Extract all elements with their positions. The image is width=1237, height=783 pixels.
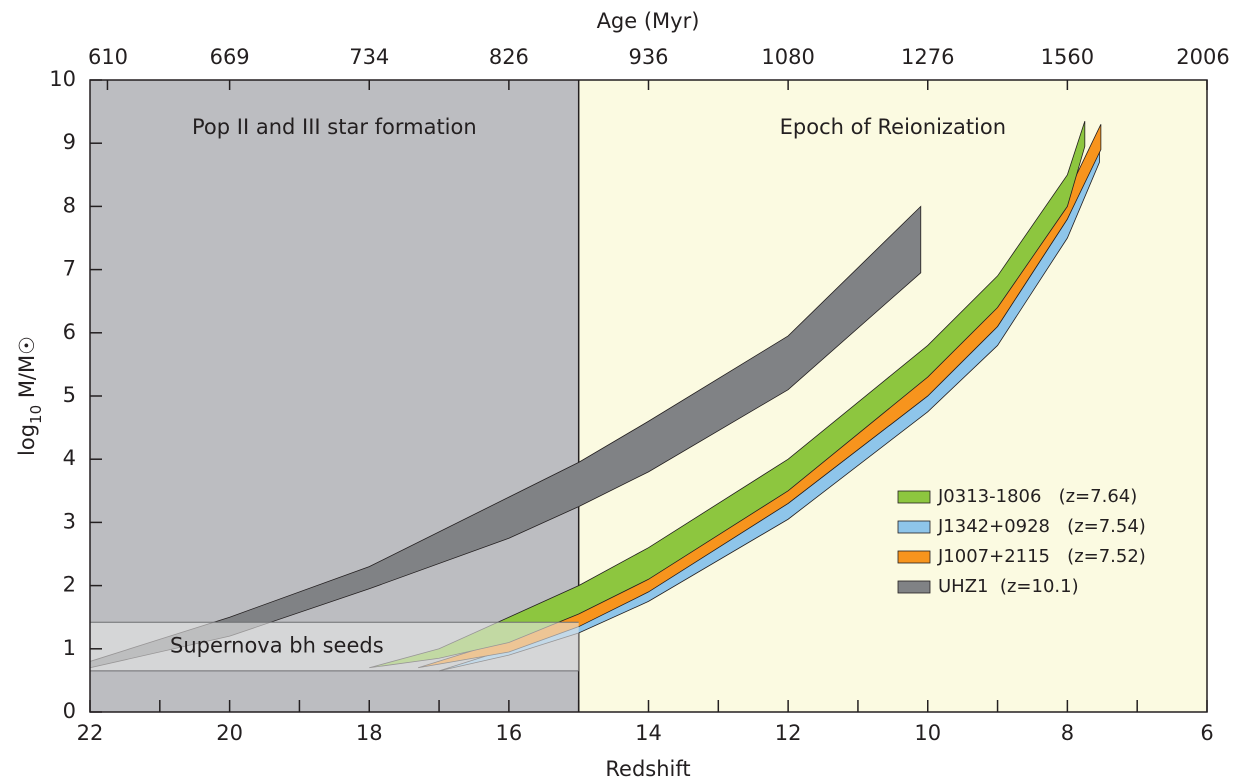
y-label-rest: M/M☉ [15, 336, 39, 405]
top-axis-title: Age (Myr) [597, 9, 700, 33]
x-tick-label: 14 [635, 721, 662, 745]
top-tick-label: 1080 [761, 45, 814, 69]
y-label-main: log [15, 424, 39, 456]
y-label-sub: 10 [27, 405, 45, 424]
top-tick-label: 2006 [1176, 45, 1229, 69]
x-tick-label: 16 [496, 721, 523, 745]
y-tick-label: 3 [63, 509, 76, 533]
top-tick-label: 610 [88, 45, 128, 69]
top-tick-label: 826 [489, 45, 529, 69]
x-tick-label: 12 [775, 721, 802, 745]
legend-swatch [897, 550, 931, 564]
legend-label: J1007+2115 (z=7.52) [937, 546, 1146, 567]
legend-swatch [897, 520, 931, 534]
x-tick-label: 10 [914, 721, 941, 745]
legend-swatch [897, 490, 931, 504]
x-tick-label: 6 [1200, 721, 1213, 745]
legend-label: J1342+0928 (z=7.54) [937, 516, 1146, 537]
y-tick-label: 1 [63, 636, 76, 660]
region-label: Epoch of Reionization [780, 115, 1006, 139]
y-tick-label: 6 [63, 320, 76, 344]
y-tick-label: 7 [63, 257, 76, 281]
y-tick-label: 8 [63, 193, 76, 217]
seed-band-label: Supernova bh seeds [170, 634, 384, 658]
y-tick-label: 5 [63, 383, 76, 407]
y-tick-label: 10 [49, 67, 76, 91]
x-tick-label: 18 [356, 721, 383, 745]
x-axis-title: Redshift [605, 757, 690, 781]
growth-band [89, 205, 922, 669]
seed-band [90, 622, 579, 671]
y-tick-label: 0 [63, 699, 76, 723]
y-tick-label: 9 [63, 130, 76, 154]
x-tick-label: 22 [77, 721, 104, 745]
legend-swatch [897, 580, 931, 594]
x-tick-label: 20 [216, 721, 243, 745]
region-label: Pop II and III star formation [192, 115, 477, 139]
y-axis-title: log10 M/M☉ [15, 336, 45, 456]
x-tick-label: 8 [1061, 721, 1074, 745]
y-tick-label: 2 [63, 573, 76, 597]
top-tick-label: 1276 [901, 45, 954, 69]
top-tick-label: 734 [349, 45, 389, 69]
growth-band [369, 120, 1086, 669]
top-tick-label: 936 [628, 45, 668, 69]
y-tick-label: 4 [63, 446, 76, 470]
legend-label: UHZ1 (z=10.1) [938, 576, 1079, 597]
top-tick-label: 669 [210, 45, 250, 69]
top-tick-label: 1560 [1041, 45, 1094, 69]
region [90, 80, 579, 712]
legend-label: J0313-1806 (z=7.64) [937, 486, 1137, 507]
